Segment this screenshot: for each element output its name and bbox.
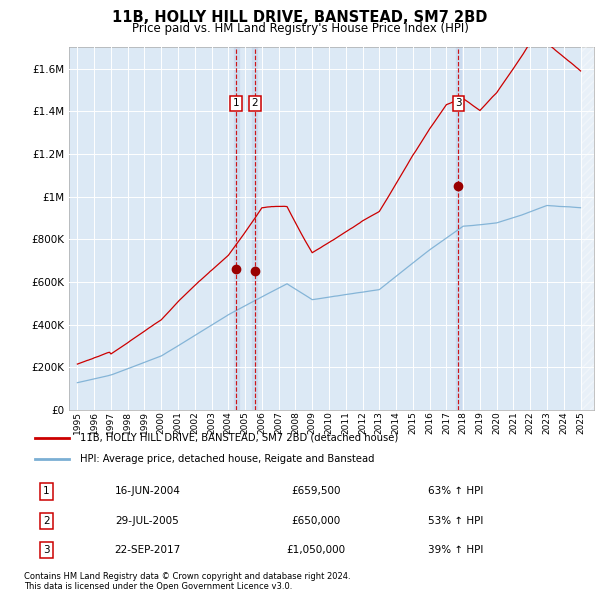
Text: 3: 3 — [43, 545, 50, 555]
Text: 1: 1 — [233, 99, 239, 109]
Text: 63% ↑ HPI: 63% ↑ HPI — [428, 486, 484, 496]
Text: £650,000: £650,000 — [291, 516, 340, 526]
Text: HPI: Average price, detached house, Reigate and Banstead: HPI: Average price, detached house, Reig… — [80, 454, 374, 464]
Text: 29-JUL-2005: 29-JUL-2005 — [116, 516, 179, 526]
Text: 2: 2 — [43, 516, 50, 526]
Text: Contains HM Land Registry data © Crown copyright and database right 2024.: Contains HM Land Registry data © Crown c… — [24, 572, 350, 581]
Text: £1,050,000: £1,050,000 — [286, 545, 345, 555]
Text: 53% ↑ HPI: 53% ↑ HPI — [428, 516, 484, 526]
Text: 16-JUN-2004: 16-JUN-2004 — [115, 486, 181, 496]
Text: 22-SEP-2017: 22-SEP-2017 — [114, 545, 181, 555]
Text: 11B, HOLLY HILL DRIVE, BANSTEAD, SM7 2BD: 11B, HOLLY HILL DRIVE, BANSTEAD, SM7 2BD — [112, 10, 488, 25]
Text: 3: 3 — [455, 99, 462, 109]
Bar — [252, 47, 257, 410]
Text: This data is licensed under the Open Government Licence v3.0.: This data is licensed under the Open Gov… — [24, 582, 292, 590]
Text: £659,500: £659,500 — [291, 486, 340, 496]
Text: 39% ↑ HPI: 39% ↑ HPI — [428, 545, 484, 555]
Bar — [233, 47, 239, 410]
Text: 11B, HOLLY HILL DRIVE, BANSTEAD, SM7 2BD (detached house): 11B, HOLLY HILL DRIVE, BANSTEAD, SM7 2BD… — [80, 432, 398, 442]
Text: 1: 1 — [43, 486, 50, 496]
Text: 2: 2 — [251, 99, 258, 109]
Bar — [456, 47, 461, 410]
Text: Price paid vs. HM Land Registry's House Price Index (HPI): Price paid vs. HM Land Registry's House … — [131, 22, 469, 35]
